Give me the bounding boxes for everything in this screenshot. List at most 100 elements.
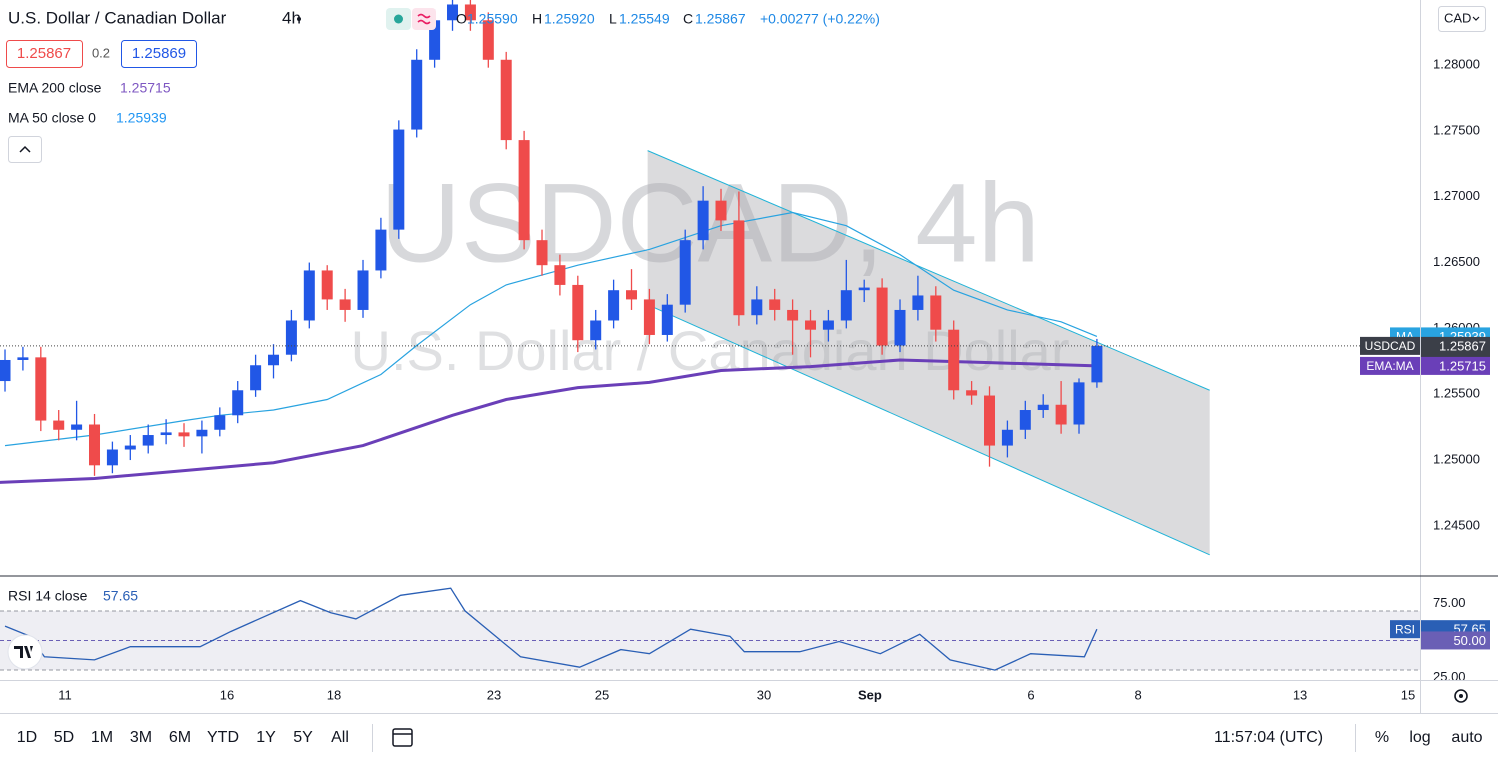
symbol-name: USDCAD (1365, 339, 1416, 353)
candle-body (966, 390, 978, 396)
candle-body (984, 395, 996, 446)
log-toggle[interactable]: log (1409, 729, 1430, 746)
candle-body (429, 20, 441, 60)
candle-body (357, 270, 369, 310)
indicator-value: 1.25715 (120, 80, 171, 96)
candle-body (1019, 410, 1031, 430)
candle-body (160, 432, 172, 436)
change: +0.00277 (+0.22%) (760, 11, 880, 27)
series-line (0, 358, 1097, 484)
bid[interactable]: 1.25867 (17, 45, 71, 62)
candle-body (464, 4, 476, 21)
range-button[interactable]: All (331, 729, 349, 746)
candle-body (124, 445, 136, 450)
y-tick-label: 75.00 (1433, 595, 1466, 610)
candle-body (375, 229, 387, 271)
auto-toggle[interactable]: auto (1451, 729, 1482, 746)
watermark: USDCAD, 4h (380, 161, 1040, 286)
range-button[interactable]: 1D (17, 729, 37, 746)
range-button[interactable]: YTD (207, 729, 239, 746)
candle-body (715, 200, 727, 221)
symbol-badge (1360, 336, 1420, 355)
candle-body (71, 424, 83, 430)
data-icon[interactable] (412, 8, 436, 30)
buy-button[interactable] (121, 40, 197, 68)
ask[interactable]: 1.25869 (132, 45, 186, 62)
range-button[interactable]: 1M (91, 729, 113, 746)
y-tick-label: 1.27500 (1433, 122, 1480, 137)
candle-body (805, 320, 817, 330)
logo (14, 646, 33, 658)
candle-body (1001, 429, 1013, 446)
x-tick-label: 23 (487, 687, 501, 702)
candle-body (876, 287, 888, 346)
range-button[interactable]: 3M (130, 729, 152, 746)
y-tick-label: 1.28000 (1433, 56, 1480, 71)
x-tick-label: 13 (1293, 687, 1307, 702)
candle-body (894, 309, 906, 346)
logo-badge[interactable] (7, 634, 43, 670)
candle-body (285, 320, 297, 355)
ema-name-badge (1360, 356, 1420, 375)
goto-date-icon[interactable] (392, 728, 413, 747)
x-tick-label: 6 (1027, 687, 1034, 702)
price-pane: USDCAD, 4h U.S. Dollar / Canadian Dollar (0, 0, 1420, 556)
candle-body (858, 287, 870, 291)
status-dot (394, 14, 403, 24)
range-button[interactable]: 6M (169, 729, 191, 746)
candle-body (89, 424, 101, 466)
collapse-button[interactable] (8, 136, 42, 163)
x-tick-label: 16 (220, 687, 234, 702)
ema-badge (1421, 356, 1490, 375)
candle-body (1055, 404, 1067, 425)
candle-body (411, 59, 423, 130)
spread: 0.2 (92, 45, 110, 60)
candle-body (303, 270, 315, 321)
y-tick-label: 1.26500 (1433, 254, 1480, 269)
candle-body (106, 449, 118, 466)
candle-body (930, 295, 942, 330)
candle-body (142, 435, 154, 446)
candle-body (17, 357, 29, 360)
candle-body (590, 320, 602, 341)
candle-body (178, 432, 190, 437)
ohlc-value: 1.25549 (619, 11, 670, 27)
indicator-label: MA 50 close 0 (8, 110, 96, 126)
interval: 4h (282, 8, 301, 27)
y-tick-label: 1.25000 (1433, 451, 1480, 466)
candle-body (536, 240, 548, 266)
candle-body (447, 4, 459, 21)
candle-body (912, 295, 924, 310)
candle-body (321, 270, 333, 300)
candle-body (787, 309, 799, 321)
clock[interactable]: 11:57:04 (UTC) (1214, 729, 1323, 746)
candle-body (0, 359, 11, 382)
candle-body (482, 20, 494, 60)
range-button[interactable]: 5D (54, 729, 74, 746)
x-tick-label: 15 (1401, 687, 1415, 702)
currency: CAD (1444, 10, 1471, 25)
candle-body (518, 140, 530, 241)
y-tick-label: 1.25500 (1433, 386, 1480, 401)
settings-icon[interactable] (1454, 689, 1468, 703)
candle-body (769, 299, 781, 310)
y-tick-label: 1.24500 (1433, 517, 1480, 532)
x-tick-label: 8 (1134, 687, 1141, 702)
x-tick-label: 18 (327, 687, 341, 702)
currency-button[interactable] (1438, 6, 1486, 32)
ohlc-value: 1.25920 (544, 11, 595, 27)
percent-toggle[interactable]: % (1375, 729, 1389, 746)
ohlc-value: 1.25867 (695, 11, 746, 27)
indicator-label: EMA 200 close (8, 80, 102, 96)
y-tick-label: 1.27000 (1433, 188, 1480, 203)
ema-name: EMA:MA (1366, 359, 1413, 373)
range-button[interactable]: 5Y (293, 729, 313, 746)
candle-body (214, 415, 226, 430)
candle-body (1037, 404, 1049, 411)
mid-badge (1421, 631, 1490, 650)
channel-fill (647, 150, 1210, 555)
candle-body (733, 220, 745, 316)
range-button[interactable]: 1Y (256, 729, 276, 746)
price-badge-text: 1.25867 (1439, 338, 1486, 353)
sell-button[interactable] (6, 40, 83, 68)
